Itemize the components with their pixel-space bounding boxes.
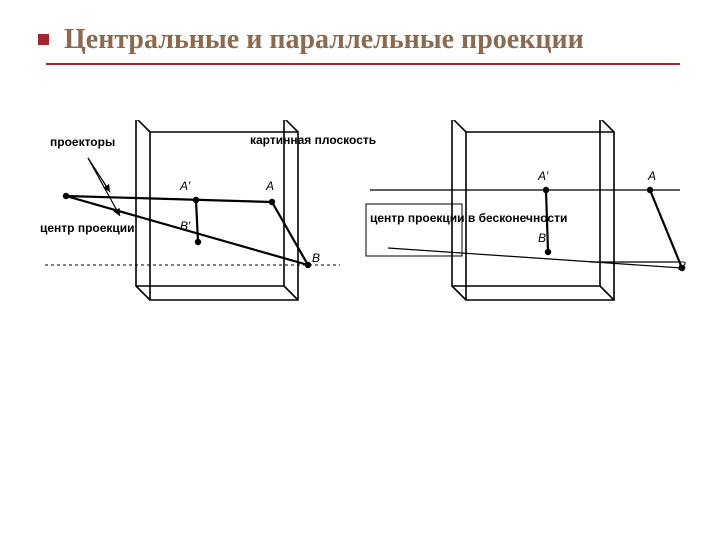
figure-area: проекторы картинная плоскость центр прое… bbox=[40, 120, 700, 340]
label-Ap-left: A′ bbox=[180, 180, 190, 194]
label-A-left: A bbox=[266, 180, 274, 194]
slide-title: Центральные и параллельные проекции bbox=[64, 22, 680, 57]
label-center-at-infinity: центр проекции в бесконечности bbox=[370, 212, 567, 226]
label-center-of-projection: центр проекции bbox=[40, 222, 135, 236]
label-projectors: проекторы bbox=[50, 136, 115, 150]
label-Bp-right: B′ bbox=[538, 232, 548, 246]
label-B-left: B bbox=[312, 252, 320, 266]
label-B-right: B bbox=[678, 260, 686, 274]
label-Bp-left: B′ bbox=[180, 220, 190, 234]
label-picture-plane: картинная плоскость bbox=[250, 134, 376, 148]
bullet-rect bbox=[38, 34, 49, 45]
title-bullet bbox=[38, 32, 49, 43]
title-rule bbox=[46, 63, 680, 65]
label-A-right: A bbox=[648, 170, 656, 184]
projection-diagram bbox=[40, 120, 700, 340]
label-Ap-right: A′ bbox=[538, 170, 548, 184]
